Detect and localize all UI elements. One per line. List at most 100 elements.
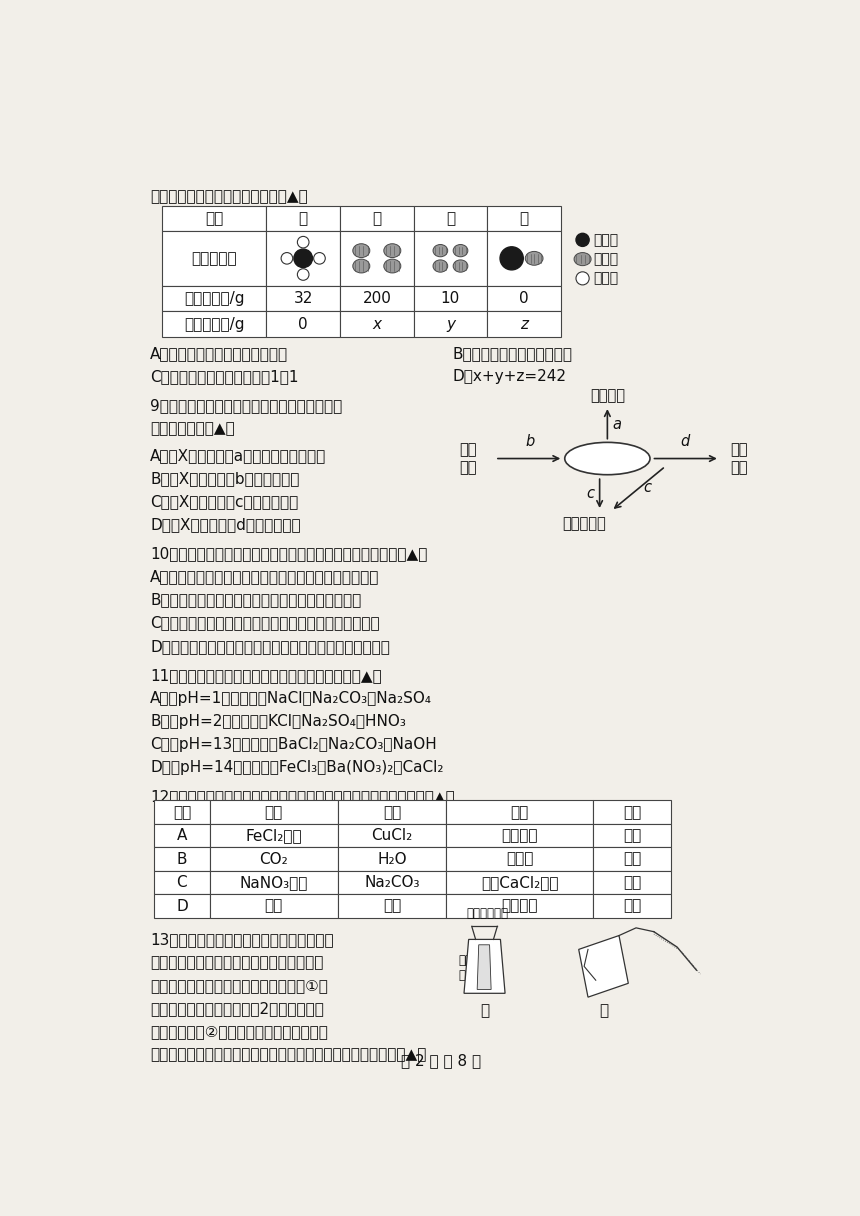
- Bar: [488, 311, 561, 337]
- Text: D．x+y+z=242: D．x+y+z=242: [452, 370, 567, 384]
- Text: D．在pH=14的溶液中：FeCl₃、Ba(NO₃)₂、CaCl₂: D．在pH=14的溶液中：FeCl₃、Ba(NO₃)₂、CaCl₂: [150, 760, 444, 776]
- Text: 洗气: 洗气: [623, 851, 642, 867]
- Bar: [414, 231, 488, 286]
- Ellipse shape: [574, 253, 591, 265]
- Text: y: y: [446, 316, 455, 332]
- Text: 过量铁粉: 过量铁粉: [501, 828, 538, 843]
- Bar: [414, 206, 488, 231]
- Ellipse shape: [453, 244, 468, 257]
- Text: 0: 0: [298, 316, 308, 332]
- Text: 过滤: 过滤: [623, 876, 642, 890]
- Text: 饱和碳酸钠
溶液: 饱和碳酸钠 溶液: [458, 953, 494, 981]
- Text: b: b: [525, 434, 535, 449]
- Text: 200: 200: [362, 292, 391, 306]
- Text: 乙: 乙: [599, 1003, 608, 1018]
- Ellipse shape: [433, 244, 448, 257]
- Text: H₂O: H₂O: [378, 851, 407, 867]
- Text: c: c: [643, 480, 652, 495]
- Text: 丙: 丙: [445, 210, 455, 226]
- Text: 叙述错误的是（▲）: 叙述错误的是（▲）: [150, 422, 235, 437]
- Text: C．在pH=13的溶液中：BaCl₂、Na₂CO₃、NaOH: C．在pH=13的溶液中：BaCl₂、Na₂CO₃、NaOH: [150, 737, 437, 753]
- Text: 9．如图表示化学反应中溶液的颜色变化。下列: 9．如图表示化学反应中溶液的颜色变化。下列: [150, 399, 342, 413]
- Bar: [488, 286, 561, 311]
- Text: C．若X是稀盐酸，c不可能是单质: C．若X是稀盐酸，c不可能是单质: [150, 494, 298, 510]
- Circle shape: [298, 269, 309, 280]
- Text: 第 2 页 共 8 页: 第 2 页 共 8 页: [401, 1053, 481, 1068]
- Text: D．若X是稀盐酸，d不可能是单质: D．若X是稀盐酸，d不可能是单质: [150, 517, 301, 533]
- Bar: [593, 800, 671, 824]
- Bar: [340, 231, 414, 286]
- Text: 杂质: 杂质: [383, 805, 401, 820]
- Bar: [414, 286, 488, 311]
- Text: A．若X是稀硫酸，a可能是紫色石蕊试液: A．若X是稀硫酸，a可能是紫色石蕊试液: [150, 447, 327, 463]
- Text: D．金属锌与稀硫酸反应速率适中，更适于实验室制取氢气: D．金属锌与稀硫酸反应速率适中，更适于实验室制取氢气: [150, 638, 390, 654]
- Text: 乙: 乙: [372, 210, 381, 226]
- Bar: [210, 894, 338, 918]
- Text: 13．小科制作了一个如图甲所示的简易酸碱: 13．小科制作了一个如图甲所示的简易酸碱: [150, 931, 334, 947]
- Bar: [338, 824, 446, 848]
- Circle shape: [294, 249, 312, 268]
- Bar: [162, 286, 267, 311]
- Text: 下列有关该反应的说法正确的是（▲）: 下列有关该反应的说法正确的是（▲）: [150, 188, 308, 204]
- Text: D: D: [176, 899, 187, 913]
- Ellipse shape: [433, 260, 448, 272]
- Text: 0: 0: [519, 292, 529, 306]
- Bar: [340, 286, 414, 311]
- Ellipse shape: [565, 443, 650, 474]
- Circle shape: [576, 272, 589, 285]
- Text: 反应后质量/g: 反应后质量/g: [184, 316, 244, 332]
- Bar: [340, 311, 414, 337]
- Text: 丁: 丁: [519, 210, 529, 226]
- Text: C．参加反应的分子个数比为1：1: C．参加反应的分子个数比为1：1: [150, 370, 298, 384]
- Ellipse shape: [384, 259, 401, 272]
- Text: B: B: [176, 851, 187, 867]
- Bar: [162, 231, 267, 286]
- Text: 蓝色
溶液: 蓝色 溶液: [730, 443, 748, 474]
- Bar: [267, 311, 340, 337]
- Text: 物质: 物质: [205, 210, 224, 226]
- Bar: [154, 894, 210, 918]
- Bar: [446, 800, 593, 824]
- Text: Na₂CO₃: Na₂CO₃: [364, 876, 420, 890]
- Ellipse shape: [353, 243, 370, 258]
- Text: 无色溶液X: 无色溶液X: [585, 451, 630, 466]
- Bar: [593, 894, 671, 918]
- Text: CuCl₂: CuCl₂: [372, 828, 413, 843]
- Polygon shape: [464, 940, 505, 993]
- Text: 序号: 序号: [173, 805, 191, 820]
- Circle shape: [576, 233, 589, 247]
- Bar: [338, 871, 446, 894]
- Text: 操作: 操作: [623, 805, 642, 820]
- Ellipse shape: [525, 252, 543, 265]
- Text: 碳原子: 碳原子: [593, 232, 618, 247]
- Text: 微观示意图: 微观示意图: [191, 250, 237, 266]
- Bar: [338, 800, 446, 824]
- Bar: [210, 871, 338, 894]
- Text: A．金属镁在空气中比铝更易点燃，说明镁比铝活动性强: A．金属镁在空气中比铝更易点燃，说明镁比铝活动性强: [150, 569, 379, 585]
- Bar: [446, 871, 593, 894]
- Text: C．硫酸铜、石灰乳配制农药波尔多液，不宜用铁制容器: C．硫酸铜、石灰乳配制农药波尔多液，不宜用铁制容器: [150, 615, 380, 631]
- Bar: [446, 848, 593, 871]
- Bar: [154, 871, 210, 894]
- Ellipse shape: [353, 259, 370, 272]
- Bar: [593, 871, 671, 894]
- Bar: [154, 824, 210, 848]
- Bar: [162, 311, 267, 337]
- Bar: [338, 848, 446, 871]
- Bar: [267, 206, 340, 231]
- Text: 结束后对瓶中残留液进行了如下实验：①取: 结束后对瓶中残留液进行了如下实验：①取: [150, 978, 328, 993]
- Text: FeCl₂溶液: FeCl₂溶液: [245, 828, 302, 843]
- Bar: [210, 824, 338, 848]
- Circle shape: [298, 236, 309, 248]
- Text: 结晶: 结晶: [623, 828, 642, 843]
- Text: 氢原子: 氢原子: [593, 271, 618, 286]
- Text: 液，变红色；②另取少量残留液于试管中滴: 液，变红色；②另取少量残留液于试管中滴: [150, 1024, 328, 1040]
- Text: NaNO₃溶液: NaNO₃溶液: [240, 876, 308, 890]
- Text: B．在pH=2的溶液中：KCl、Na₂SO₄、HNO₃: B．在pH=2的溶液中：KCl、Na₂SO₄、HNO₃: [150, 714, 406, 730]
- Text: C: C: [176, 876, 187, 890]
- Text: 一种常见的酸: 一种常见的酸: [466, 907, 508, 921]
- Text: 氧原子: 氧原子: [593, 252, 618, 266]
- Text: 反应前质量/g: 反应前质量/g: [184, 292, 244, 306]
- Text: 试剂: 试剂: [511, 805, 529, 820]
- Text: B．金属铝比金属锌更耐腐蚀，说明锌比铝活动性强: B．金属铝比金属锌更耐腐蚀，说明锌比铝活动性强: [150, 592, 361, 608]
